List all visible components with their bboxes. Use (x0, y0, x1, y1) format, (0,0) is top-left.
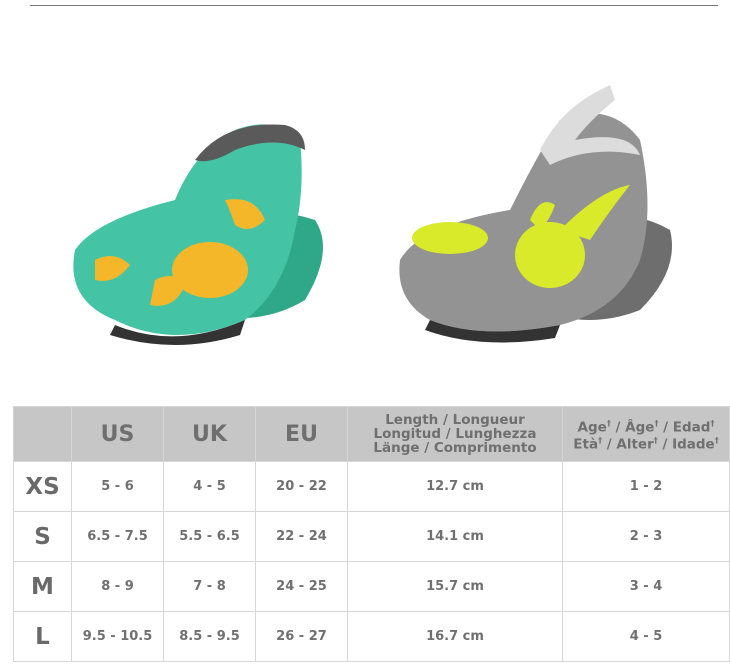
uk-cell: 4 - 5 (163, 461, 256, 512)
header-length-line1: Length / Longueur (385, 412, 525, 428)
header-us: US (71, 406, 164, 462)
header-eu: EU (255, 406, 348, 462)
length-cell: 15.7 cm (347, 561, 563, 612)
table-row: S 6.5 - 7.5 5.5 - 6.5 22 - 24 14.1 cm 2 … (13, 511, 730, 562)
length-cell: 16.7 cm (347, 611, 563, 662)
size-cell: XS (13, 461, 72, 512)
eu-cell: 22 - 24 (255, 511, 348, 562)
header-length-line3: Länge / Comprimento (373, 440, 537, 456)
size-cell: S (13, 511, 72, 562)
octopus-graphic (412, 185, 630, 288)
age-cell: 4 - 5 (562, 611, 730, 662)
uk-cell: 7 - 8 (163, 561, 256, 612)
header-length: Length / Longueur Longitud / Lunghezza L… (347, 406, 563, 462)
header-uk: UK (163, 406, 256, 462)
uk-cell: 5.5 - 6.5 (163, 511, 256, 562)
us-cell: 8 - 9 (71, 561, 164, 612)
teal-crab-shoe-image (73, 124, 323, 345)
age-cell: 2 - 3 (562, 511, 730, 562)
age-cell: 3 - 4 (562, 561, 730, 612)
top-divider (30, 5, 718, 6)
table-header-row: US UK EU Length / Longueur Longitud / Lu… (13, 406, 730, 462)
age-cell: 1 - 2 (562, 461, 730, 512)
size-chart-table: US UK EU Length / Longueur Longitud / Lu… (13, 406, 730, 662)
us-cell: 5 - 6 (71, 461, 164, 512)
us-cell: 6.5 - 7.5 (71, 511, 164, 562)
uk-cell: 8.5 - 9.5 (163, 611, 256, 662)
table-row: L 9.5 - 10.5 8.5 - 9.5 26 - 27 16.7 cm 4… (13, 611, 730, 662)
header-age-line2: Età† / Alter† / Idade† (573, 436, 719, 453)
header-age: Age† / Âge† / Edad† Età† / Alter† / Idad… (562, 406, 730, 462)
length-cell: 12.7 cm (347, 461, 563, 512)
us-cell: 9.5 - 10.5 (71, 611, 164, 662)
header-age-line1: Age† / Âge† / Edad† (577, 418, 715, 435)
length-cell: 14.1 cm (347, 511, 563, 562)
size-cell: M (13, 561, 72, 612)
table-row: XS 5 - 6 4 - 5 20 - 22 12.7 cm 1 - 2 (13, 461, 730, 512)
eu-cell: 26 - 27 (255, 611, 348, 662)
grey-octopus-shoe-image (399, 85, 672, 343)
eu-cell: 24 - 25 (255, 561, 348, 612)
table-row: M 8 - 9 7 - 8 24 - 25 15.7 cm 3 - 4 (13, 561, 730, 612)
header-size (13, 406, 72, 462)
crab-graphic (95, 199, 265, 306)
eu-cell: 20 - 22 (255, 461, 348, 512)
header-length-line2: Longitud / Lunghezza (373, 426, 537, 442)
size-cell: L (13, 611, 72, 662)
